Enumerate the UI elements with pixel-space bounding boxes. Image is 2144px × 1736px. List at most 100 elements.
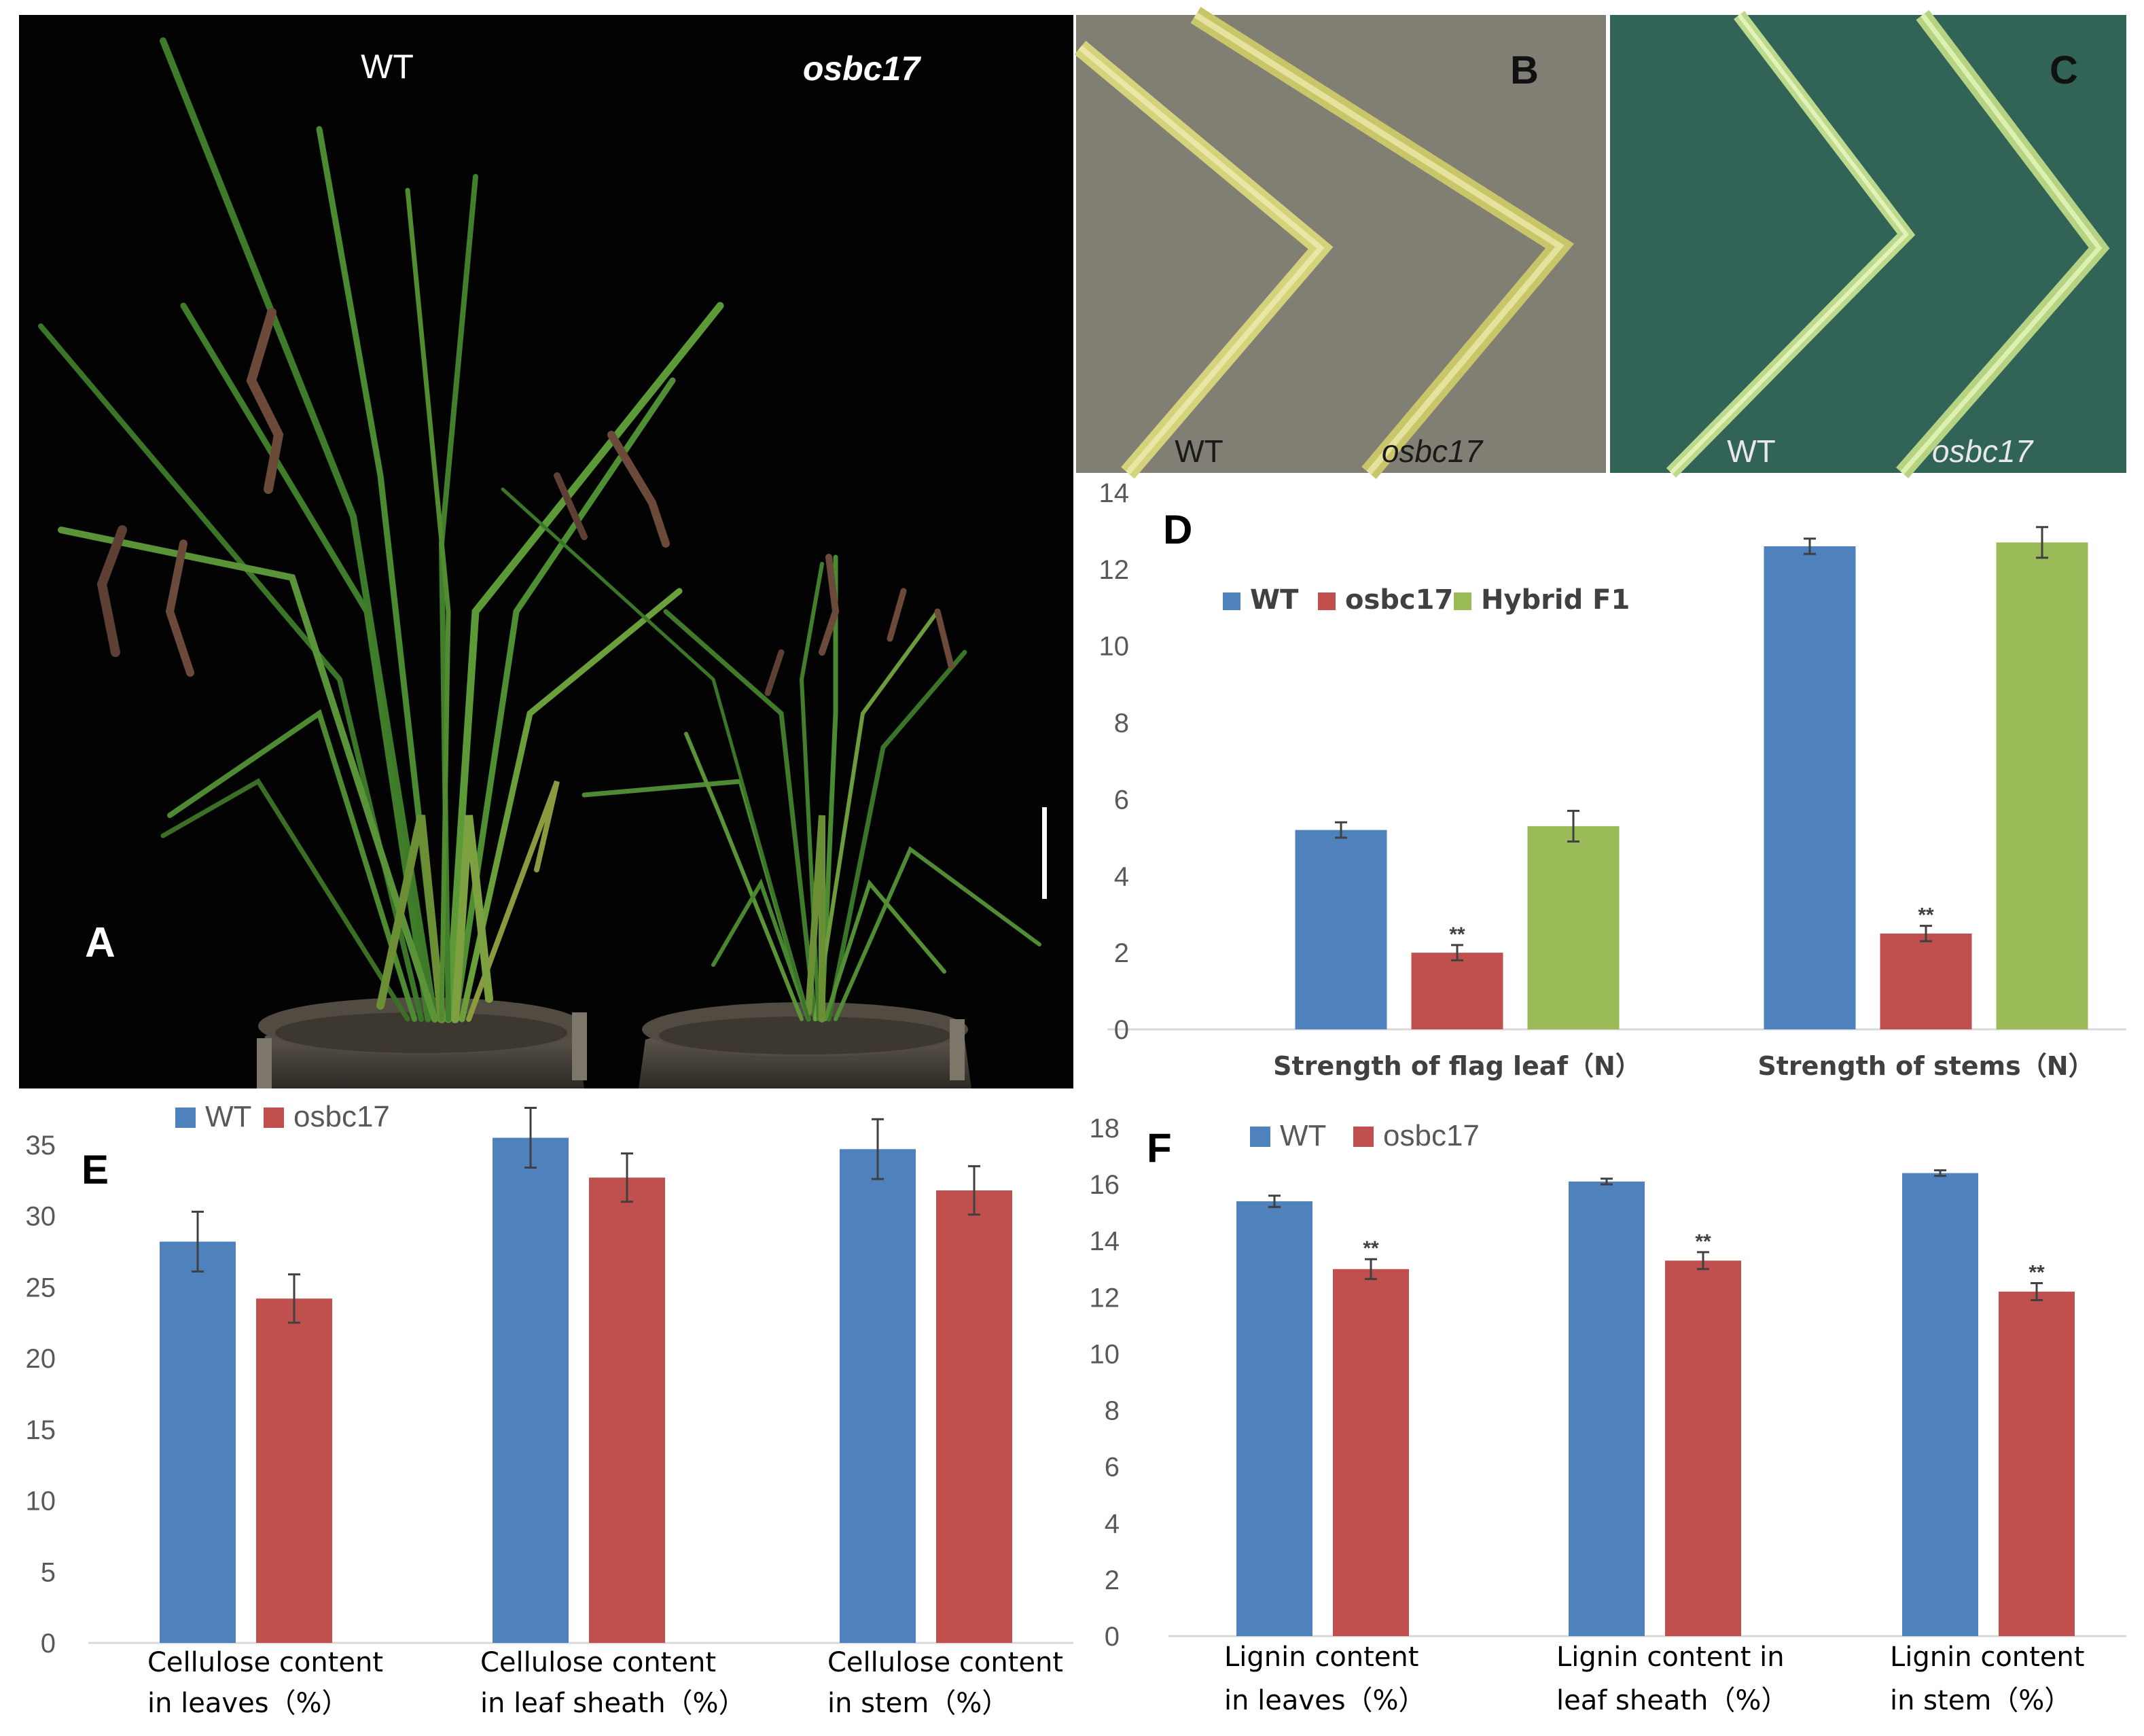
panel-label-e: E — [82, 1147, 109, 1192]
scale-bar — [1042, 807, 1047, 899]
photo-b-background — [1076, 15, 1606, 473]
y-tick-label: 2 — [1105, 1565, 1120, 1595]
y-tick-label: 30 — [26, 1202, 56, 1232]
significance-marker: ** — [1363, 1237, 1379, 1260]
panel-label-b: B — [1510, 48, 1539, 92]
chart-panel-f: F 0 2 4 6 8 10 12 14 16 18 ** Lignin content in leav… — [1090, 1114, 2126, 1716]
bar-osbc17 — [589, 1177, 665, 1643]
x-category-label: in stem（%） — [827, 1688, 1009, 1719]
photo-b-mutant-label: osbc17 — [1382, 433, 1484, 469]
photo-c-wt-label: WT — [1727, 433, 1776, 469]
photo-a-wt-label: WT — [361, 48, 414, 86]
x-category-label: leaf sheath（%） — [1556, 1685, 1788, 1716]
bar-osbc17 — [1880, 933, 1972, 1029]
bar-osbc17 — [1999, 1292, 2075, 1636]
x-category-label: in leaf sheath（%） — [480, 1688, 746, 1719]
y-tick-label: 14 — [1090, 1226, 1120, 1256]
bar-wt — [160, 1241, 236, 1643]
bar-osbc17 — [936, 1190, 1012, 1643]
bar-hybrid-f1 — [1996, 542, 2088, 1029]
legend-swatch — [264, 1108, 284, 1128]
significance-marker: ** — [1695, 1230, 1711, 1253]
photo-panel-b: B WT osbc17 — [1074, 7, 1606, 480]
chart-panel-d: D 0 2 4 6 8 10 12 14 ** Strength of flag leaf（N） *… — [1099, 478, 2126, 1081]
y-tick-label: 6 — [1114, 785, 1129, 815]
x-category-label: Lignin content in — [1556, 1642, 1785, 1673]
y-tick-label: 10 — [1099, 632, 1130, 662]
legend-swatch — [175, 1108, 196, 1128]
photo-a-background — [19, 15, 1073, 1088]
photo-panel-c: C WT osbc17 — [1610, 10, 2126, 478]
y-tick-label: 15 — [26, 1415, 56, 1445]
bar-wt — [1295, 830, 1387, 1029]
wt-plant — [38, 37, 724, 1023]
significance-marker: ** — [1918, 904, 1934, 927]
x-category-label: in leaves（%） — [1224, 1685, 1426, 1716]
wt-pot — [257, 997, 587, 1088]
x-category-label: Lignin content — [1890, 1642, 2084, 1673]
y-tick-label: 8 — [1105, 1396, 1120, 1426]
bar-osbc17 — [1333, 1269, 1409, 1636]
legend-swatch — [1250, 1127, 1270, 1147]
legend-label: WT — [1280, 1119, 1326, 1152]
panel-label-d: D — [1163, 507, 1192, 552]
legend-swatch — [1454, 592, 1471, 610]
legend-swatch — [1353, 1127, 1374, 1147]
legend-swatch — [1318, 592, 1336, 610]
bar-osbc17 — [256, 1298, 332, 1643]
y-tick-label: 0 — [1114, 1015, 1129, 1045]
x-category-label: Lignin content — [1224, 1642, 1418, 1673]
y-tick-label: 5 — [41, 1557, 56, 1587]
legend-swatch — [1223, 592, 1240, 610]
panel-label-f: F — [1147, 1125, 1172, 1171]
legend-label: osbc17 — [293, 1100, 390, 1133]
y-tick-label: 10 — [1090, 1339, 1120, 1369]
y-tick-label: 10 — [26, 1487, 56, 1517]
bar-wt — [1902, 1173, 1978, 1636]
mutant-pot — [639, 1002, 971, 1088]
y-tick-label: 12 — [1090, 1283, 1120, 1313]
y-tick-label: 25 — [26, 1273, 56, 1303]
bar-wt — [1569, 1181, 1645, 1636]
panel-label-a: A — [85, 919, 115, 966]
photo-b-wt-label: WT — [1175, 433, 1223, 469]
mutant-plant — [501, 487, 1041, 1023]
y-tick-label: 4 — [1114, 862, 1129, 891]
bar-osbc17 — [1411, 953, 1503, 1029]
y-tick-label: 14 — [1099, 478, 1130, 508]
photo-c-mutant-label: osbc17 — [1932, 433, 2034, 469]
photo-panel-a: WT osbc17 A — [19, 15, 1073, 1088]
y-tick-label: 0 — [41, 1629, 56, 1659]
legend-label: WT — [205, 1100, 251, 1133]
photo-a-mutant-label: osbc17 — [803, 50, 922, 88]
x-category-label: Cellulose content — [147, 1647, 383, 1678]
photo-c-background — [1610, 15, 2126, 473]
x-category-label: in leaves（%） — [147, 1688, 349, 1719]
bar-hybrid-f1 — [1527, 826, 1620, 1029]
y-tick-label: 18 — [1090, 1114, 1120, 1144]
legend-label: osbc17 — [1345, 584, 1453, 616]
legend-label: Hybrid F1 — [1481, 584, 1630, 616]
x-category-label: Strength of stems（N） — [1757, 1051, 2094, 1081]
x-category-label: Strength of flag leaf（N） — [1273, 1051, 1641, 1081]
legend-label: WT — [1250, 584, 1299, 616]
chart-panel-e: E 0 5 10 15 20 25 30 35 Cellulose content in leav… — [26, 1100, 1073, 1719]
y-tick-label: 35 — [26, 1131, 56, 1161]
x-category-label: Cellulose content — [827, 1647, 1063, 1678]
panel-label-c: C — [2050, 48, 2078, 92]
y-tick-label: 20 — [26, 1344, 56, 1374]
bar-wt — [1236, 1201, 1312, 1636]
x-category-label: Cellulose content — [480, 1647, 716, 1678]
x-category-label: in stem（%） — [1890, 1685, 2071, 1716]
bar-osbc17 — [1665, 1260, 1741, 1636]
y-tick-label: 6 — [1105, 1453, 1120, 1483]
y-tick-label: 4 — [1105, 1509, 1120, 1539]
bar-wt — [840, 1149, 916, 1643]
significance-marker: ** — [1449, 923, 1465, 946]
y-tick-label: 2 — [1114, 938, 1129, 968]
y-tick-label: 8 — [1114, 709, 1129, 739]
significance-marker: ** — [2029, 1262, 2045, 1284]
bar-wt — [1764, 546, 1856, 1029]
y-tick-label: 16 — [1090, 1170, 1120, 1200]
